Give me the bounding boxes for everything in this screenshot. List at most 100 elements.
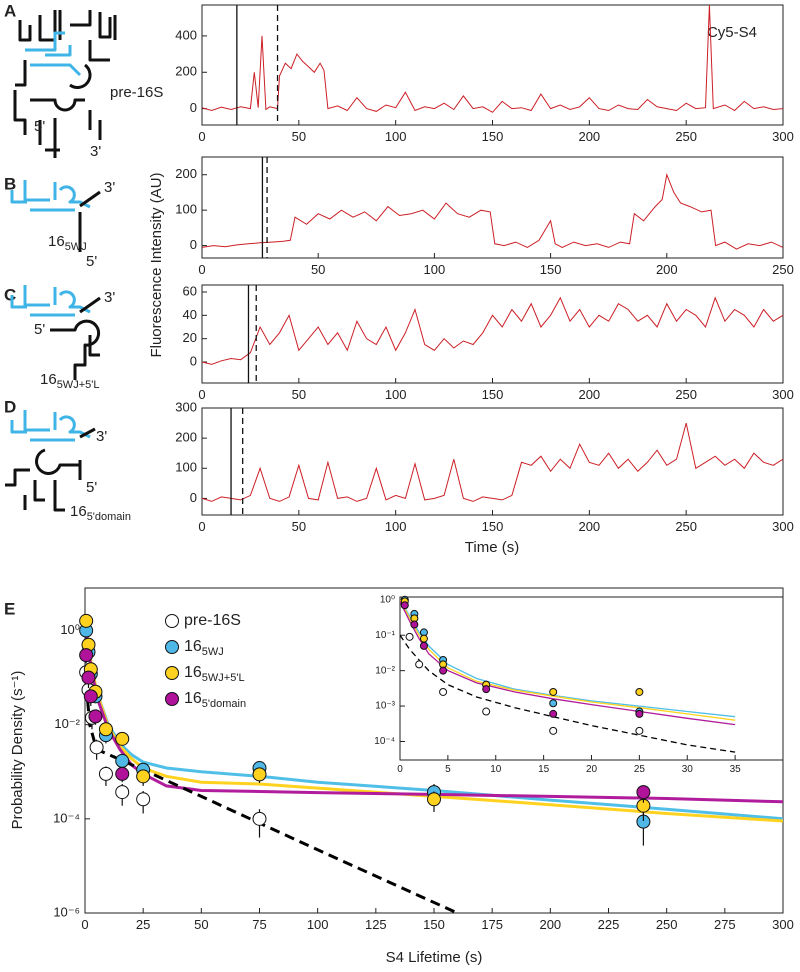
diagram-label: 5' xyxy=(34,321,45,338)
trace xyxy=(202,5,783,113)
x-tick-label: 250 xyxy=(675,129,697,144)
x-tick-label: 200 xyxy=(578,129,600,144)
fit-line xyxy=(400,601,736,726)
plot-area xyxy=(201,284,784,384)
data-point xyxy=(635,687,644,696)
plot-area xyxy=(201,156,784,259)
data-point xyxy=(439,666,448,675)
diagram-sub: 5WJ+5'L xyxy=(57,379,100,391)
y-tick-label: 10⁻² xyxy=(375,665,395,676)
y-tick-label: 10⁻⁶ xyxy=(53,904,80,919)
x-tick-label: 75 xyxy=(252,917,266,932)
y-tick-label: 0 xyxy=(190,100,197,115)
x-tick-label: 275 xyxy=(714,917,736,932)
data-point xyxy=(98,766,113,781)
data-point xyxy=(549,709,558,718)
data-point xyxy=(136,769,151,784)
x-tick-label: 200 xyxy=(578,519,600,534)
rna-diagram: 3' 165WJ 5' xyxy=(10,179,115,270)
x-tick-label: 5 xyxy=(445,764,451,775)
data-point xyxy=(88,709,103,724)
diagram-label: 3' xyxy=(96,428,107,445)
data-point xyxy=(415,660,424,669)
y-tick-label: 40 xyxy=(183,307,197,322)
data-point xyxy=(410,620,419,629)
y-tick-label: 20 xyxy=(183,330,197,345)
y-tick-label: 10⁻² xyxy=(54,716,80,731)
plot-area xyxy=(201,4,784,126)
data-point xyxy=(115,731,130,746)
legend-name: 16 xyxy=(184,664,202,681)
x-tick-label: 150 xyxy=(482,519,504,534)
x-tick-label: 150 xyxy=(482,387,504,402)
diagram-label: 3' xyxy=(104,289,115,306)
x-tick-label: 0 xyxy=(397,764,403,775)
data-point xyxy=(79,613,94,628)
legend-sub: 5WJ xyxy=(202,646,224,658)
trace-group xyxy=(202,296,783,365)
y-tick-label: 60 xyxy=(183,283,197,298)
panel-letter: C xyxy=(4,285,16,304)
y-tick-label: 10⁰ xyxy=(60,622,80,637)
data-point xyxy=(89,740,104,755)
y-tick-label: 10⁻³ xyxy=(375,701,395,712)
x-tick-label: 250 xyxy=(656,917,678,932)
data-point xyxy=(636,785,651,800)
data-point xyxy=(427,792,441,807)
data-point xyxy=(115,753,130,768)
x-tick-label: 20 xyxy=(586,764,598,775)
diagram-label: 165WJ xyxy=(48,233,87,253)
data-point xyxy=(549,726,558,735)
x-tick-label: 150 xyxy=(540,262,562,277)
x-tick-label: 100 xyxy=(424,262,446,277)
x-tick-label: 200 xyxy=(656,262,678,277)
data-point xyxy=(635,726,644,735)
legend-name: 16 xyxy=(184,638,202,655)
legend-marker xyxy=(165,640,179,654)
plot-area xyxy=(399,596,784,761)
diagram-label: 5' xyxy=(34,118,45,135)
y-tick-label: 200 xyxy=(175,166,197,181)
x-tick-label: 0 xyxy=(198,387,205,402)
legend-sub: 5WJ+5'L xyxy=(202,672,245,684)
y-tick-label: 100 xyxy=(175,460,197,475)
rna-diagram: 3' 5' 165'domain xyxy=(5,410,131,523)
diagram-label: pre-16S xyxy=(110,84,163,101)
x-tick-label: 175 xyxy=(481,917,503,932)
panel-letter: A xyxy=(4,1,16,20)
data-point xyxy=(419,641,428,650)
fit-group xyxy=(400,599,736,753)
trace xyxy=(202,422,783,502)
fit-line xyxy=(400,599,736,718)
plot-area xyxy=(201,407,784,516)
panel-letter: B xyxy=(4,174,16,193)
y-tick-label: 0 xyxy=(190,353,197,368)
legend-label: 165'domain xyxy=(184,690,246,710)
data-point xyxy=(482,707,491,716)
fit-line xyxy=(400,599,736,721)
x-tick-label: 225 xyxy=(598,917,620,932)
y-tick-label: 200 xyxy=(175,430,197,445)
y-tick-label: 10⁻⁴ xyxy=(374,736,395,747)
x-tick-label: 200 xyxy=(539,917,561,932)
x-tick-label: 50 xyxy=(292,387,306,402)
x-tick-label: 50 xyxy=(311,262,325,277)
legend-name: pre-16S xyxy=(184,612,241,629)
y-tick-label: 10⁰ xyxy=(380,594,395,605)
diagram-name: 16 xyxy=(48,233,65,250)
legend-marker xyxy=(165,614,179,628)
data-point xyxy=(419,634,428,643)
x-tick-label: 35 xyxy=(730,764,742,775)
y-axis-label: Probability Density (s⁻¹) xyxy=(9,671,26,830)
x-tick-label: 100 xyxy=(307,917,329,932)
legend-label: pre-16S xyxy=(184,612,241,629)
y-tick-label: 0 xyxy=(190,490,197,505)
x-tick-label: 250 xyxy=(675,519,697,534)
data-point xyxy=(81,670,96,685)
fit-line xyxy=(85,622,783,804)
data-point xyxy=(400,601,409,610)
diagram-name: 16 xyxy=(40,371,57,388)
rna-diagram: 3' 5' 165WJ+5'L xyxy=(10,285,115,391)
x-tick-label: 300 xyxy=(772,519,794,534)
x-tick-label: 150 xyxy=(423,917,445,932)
